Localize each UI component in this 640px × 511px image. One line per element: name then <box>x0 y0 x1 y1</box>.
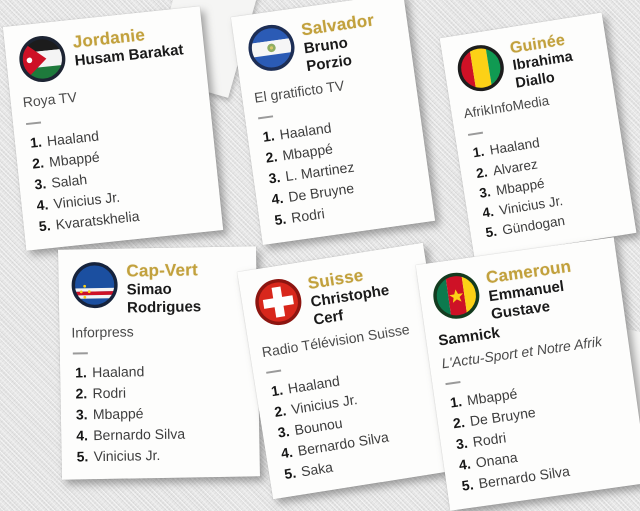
player-name: Onana <box>474 449 519 471</box>
player-name: Saka <box>299 458 334 480</box>
player-name: Mbappé <box>92 405 144 423</box>
player-name: Bernardo Silva <box>93 425 186 444</box>
ballot-card-cap-vert: Cap-Vert Simao Rodrigues Inforpress 1. Ha… <box>58 246 260 480</box>
media-outlet: Inforpress <box>71 323 134 341</box>
rank-number: 5. <box>37 216 52 234</box>
ballot-card-salvador: Salvador Bruno Porzio El gratificto TV 1… <box>230 0 436 246</box>
cameroon-flag-icon <box>432 272 481 320</box>
rank-number: 2. <box>75 385 88 402</box>
rank-number: 4. <box>35 195 50 213</box>
player-name: Rodri <box>290 205 326 226</box>
divider <box>258 115 274 120</box>
jordan-flag-icon <box>19 35 66 83</box>
ranking-row: 5. Vinicius Jr. <box>76 444 247 468</box>
ballot-card-suisse: Suisse Christophe Cerf Radio Télévision … <box>237 242 459 500</box>
player-name: Vinicius Jr. <box>93 447 161 465</box>
player-name: Salah <box>50 170 88 191</box>
rank-number: 5. <box>76 448 89 465</box>
player-name: Rodri <box>92 384 127 402</box>
ranking-row: 3. Mbappé <box>76 402 247 426</box>
player-name: Rodri <box>471 429 508 451</box>
player-name: Haaland <box>46 127 100 149</box>
rank-number: 1. <box>29 133 43 151</box>
rank-number: 3. <box>75 406 88 423</box>
switzerland-flag-icon <box>254 278 303 327</box>
divider <box>72 352 88 355</box>
ranking-row: 4. Bernardo Silva <box>76 423 247 447</box>
el-salvador-flag-icon <box>247 24 296 72</box>
ranking-row: 1. Haaland <box>75 360 246 384</box>
cape-verde-flag-icon <box>71 262 118 309</box>
rank-number: 1. <box>75 364 87 381</box>
ballot-card-cameroun: Cameroun Emmanuel Gustave Samnick L'Actu… <box>415 237 640 511</box>
ballot-card-guinee: Guinée Ibrahima Diallo AfrikInfoMedia 1.… <box>439 12 637 258</box>
player-name: Haaland <box>92 363 145 381</box>
ranking-row: 2. Rodri <box>75 381 246 405</box>
rank-number: 2. <box>31 153 45 172</box>
player-name: Mbappé <box>48 148 101 170</box>
rank-number: 4. <box>76 427 89 444</box>
divider <box>266 369 282 374</box>
divider <box>25 121 42 125</box>
guinea-flag-icon <box>456 44 505 93</box>
ballot-card-jordanie: Jordanie Husam Barakat Roya TV 1. Haaland… <box>2 6 224 251</box>
divider <box>467 131 484 137</box>
divider <box>445 381 461 386</box>
rank-number: 3. <box>33 174 47 192</box>
